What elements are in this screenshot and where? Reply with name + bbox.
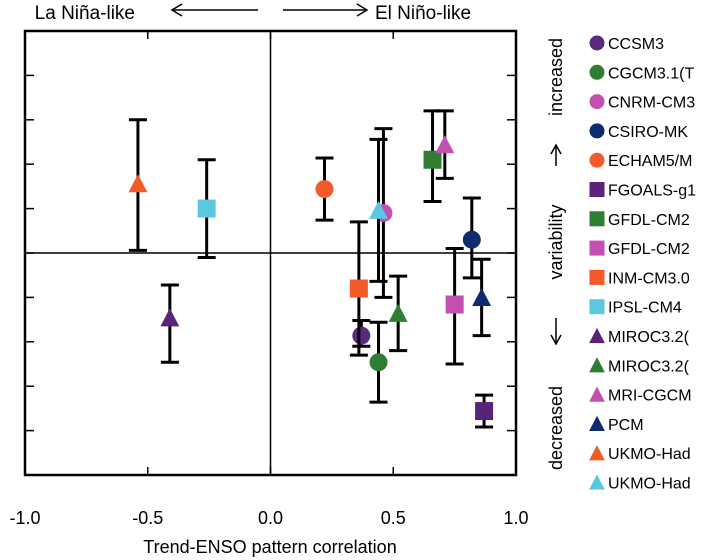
data-point-group xyxy=(475,393,494,429)
legend-label: GFDL-CM2 xyxy=(608,212,690,229)
data-point-group xyxy=(349,220,368,357)
legend-marker xyxy=(589,474,605,490)
data-point-group xyxy=(435,109,455,180)
legend-label: MIROC3.2( xyxy=(608,329,690,346)
el-nino-label: El Niño-like xyxy=(375,3,471,24)
legend-item: ECHAM5/M xyxy=(589,152,692,170)
data-point xyxy=(423,150,442,169)
legend-item: MIROC3.2( xyxy=(589,327,690,346)
data-point xyxy=(160,308,180,327)
legend-marker xyxy=(589,64,605,80)
x-tick-label: -1.0 xyxy=(9,508,40,528)
legend-marker xyxy=(589,445,605,461)
data-point xyxy=(435,135,455,154)
legend-item: PCM xyxy=(589,415,644,434)
legend-item: UKMO-Had xyxy=(589,445,691,463)
legend-label: CCSM3 xyxy=(608,36,664,53)
data-point xyxy=(475,402,494,421)
legend-label: FGOALS-g1 xyxy=(608,183,696,200)
legend-label: PCM xyxy=(608,417,644,434)
data-point-group xyxy=(352,318,371,348)
chart-header: La Niña-like El Niño-like xyxy=(35,3,471,24)
legend-label: UKMO-Had xyxy=(608,446,691,463)
data-point-group xyxy=(388,274,408,353)
x-tick-label: 1.0 xyxy=(503,508,528,528)
legend-marker xyxy=(589,327,605,344)
legend-item: INM-CM3.0 xyxy=(589,269,690,287)
legend-item: CCSM3 xyxy=(589,35,664,53)
legend-marker xyxy=(589,123,605,139)
legend: CCSM3 CGCM3.1(T CNRM-CM3 CSIRO-MK ECHAM5/M FG… xyxy=(589,35,696,493)
up-arrow-head xyxy=(550,143,562,155)
data-point xyxy=(349,279,368,298)
legend-item: GFDL-CM2 xyxy=(589,240,690,258)
legend-marker xyxy=(589,269,605,285)
legend-label: CSIRO-MK xyxy=(608,124,688,141)
legend-marker xyxy=(589,357,605,373)
legend-marker xyxy=(589,182,605,197)
legend-label: ECHAM5/M xyxy=(608,153,692,170)
data-point-group xyxy=(160,283,180,364)
legend-label: UKMO-Had xyxy=(608,476,691,493)
legend-item: CNRM-CM3 xyxy=(589,94,695,112)
right-arrow xyxy=(283,3,369,17)
variability-label: variability xyxy=(546,204,566,279)
legend-item: FGOALS-g1 xyxy=(589,182,696,200)
legend-item: MRI-CGCM xyxy=(589,386,692,405)
x-axis-label: Trend-ENSO pattern correlation xyxy=(143,537,396,557)
data-point-group xyxy=(128,118,148,252)
legend-label: MRI-CGCM xyxy=(608,388,692,405)
legend-item: CSIRO-MK xyxy=(589,123,688,141)
legend-item: CGCM3.1(T xyxy=(589,64,694,82)
legend-marker xyxy=(589,240,605,256)
legend-item: UKMO-Had xyxy=(589,474,691,493)
x-tick-label: 0.0 xyxy=(258,508,283,528)
data-point xyxy=(445,295,464,314)
legend-marker xyxy=(589,299,605,315)
data-point xyxy=(462,230,481,249)
data-point xyxy=(197,199,216,218)
decreased-label: decreased xyxy=(546,386,566,470)
data-point xyxy=(315,180,334,199)
data-point xyxy=(388,303,408,322)
data-point-group xyxy=(445,247,464,366)
legend-item: IPSL-CM4 xyxy=(589,299,682,317)
data-point-group xyxy=(462,196,481,280)
data-point-group xyxy=(197,158,216,259)
data-point xyxy=(128,174,148,193)
legend-label: CGCM3.1(T xyxy=(608,65,694,82)
down-arrow-head xyxy=(550,334,562,346)
x-tick-label: -0.5 xyxy=(132,508,163,528)
legend-marker xyxy=(589,152,605,168)
legend-marker xyxy=(589,415,605,432)
x-tick-label: 0.5 xyxy=(381,508,406,528)
data-point xyxy=(352,326,371,345)
data-point-group xyxy=(472,257,492,338)
data-point xyxy=(472,287,492,306)
legend-label: MIROC3.2( xyxy=(608,358,690,375)
data-point xyxy=(369,200,388,219)
legend-label: CNRM-CM3 xyxy=(608,95,695,112)
legend-marker xyxy=(589,35,605,51)
legend-marker xyxy=(589,211,605,227)
data-point-group xyxy=(315,156,334,222)
legend-marker xyxy=(589,386,605,402)
legend-marker xyxy=(589,94,605,110)
right-axis-annotation: increased variability decreased xyxy=(546,38,566,470)
plot-axes: -1.0 -0.5 0.0 0.5 1.0 xyxy=(9,29,529,528)
data-point xyxy=(369,353,388,372)
data-point-group xyxy=(369,320,388,404)
legend-label: IPSL-CM4 xyxy=(608,300,682,317)
data-point-group xyxy=(423,109,442,203)
la-nina-label: La Niña-like xyxy=(35,3,135,24)
legend-label: INM-CM3.0 xyxy=(608,270,690,287)
increased-label: increased xyxy=(546,38,566,116)
data-point-group xyxy=(369,137,388,283)
data-marks xyxy=(128,109,494,429)
legend-item: MIROC3.2( xyxy=(589,357,690,375)
legend-item: GFDL-CM2 xyxy=(589,211,690,229)
left-arrow xyxy=(170,3,258,17)
legend-label: GFDL-CM2 xyxy=(608,241,690,258)
